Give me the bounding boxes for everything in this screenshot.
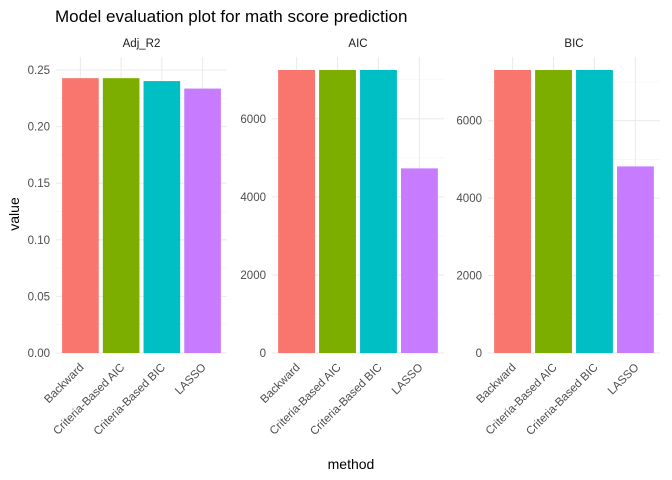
x-tick-label: LASSO	[173, 362, 209, 398]
bar-criteria-based-bic	[143, 81, 181, 353]
y-tick-label: 0.25	[28, 65, 50, 77]
bar-lasso	[184, 88, 221, 354]
facet-panels: Adj_R20.000.050.100.150.200.25BackwardCr…	[28, 38, 660, 438]
x-axis-title: method	[328, 456, 375, 472]
y-tick-label: 0.00	[28, 348, 50, 360]
facet-strip-label: Adj_R2	[123, 38, 161, 50]
y-tick-label: 6000	[240, 114, 266, 126]
y-tick-label: 4000	[456, 193, 482, 205]
bar-backward	[494, 70, 531, 353]
x-tick-label: Criteria-Based BIC	[92, 362, 168, 438]
x-tick-label: Criteria-Based AIC	[484, 362, 560, 438]
x-tick-label: Backward	[258, 362, 302, 406]
bar-criteria-based-aic	[535, 70, 572, 353]
x-tick-label: Criteria-Based AIC	[268, 362, 344, 438]
facet-panel-adj-r2: Adj_R20.000.050.100.150.200.25BackwardCr…	[28, 38, 227, 438]
x-tick-label: Criteria-Based BIC	[308, 362, 384, 438]
y-tick-label: 0	[260, 348, 266, 360]
y-tick-label: 0.10	[28, 235, 50, 247]
y-tick-label: 6000	[456, 116, 482, 128]
y-axis-title: value	[6, 197, 22, 231]
bar-criteria-based-aic	[319, 70, 356, 353]
bar-lasso	[401, 168, 438, 353]
bar-criteria-based-aic	[102, 78, 140, 354]
y-tick-label: 0	[476, 348, 482, 360]
chart-title: Model evaluation plot for math score pre…	[55, 7, 407, 26]
x-tick-label: Criteria-Based AIC	[51, 362, 127, 438]
bar-backward	[278, 70, 315, 353]
y-tick-label: 0.20	[28, 122, 50, 134]
y-tick-label: 4000	[240, 192, 266, 204]
y-tick-label: 2000	[240, 270, 266, 282]
bar-criteria-based-bic	[360, 70, 397, 353]
x-tick-label: LASSO	[390, 362, 426, 398]
bar-backward	[62, 78, 99, 354]
bar-criteria-based-bic	[576, 70, 613, 353]
facet-strip-label: BIC	[564, 38, 583, 50]
facet-strip-label: AIC	[348, 38, 367, 50]
y-tick-label: 0.05	[28, 291, 50, 303]
x-tick-label: LASSO	[606, 362, 642, 398]
x-tick-label: Backward	[474, 362, 518, 406]
x-tick-label: Criteria-Based BIC	[524, 362, 600, 438]
y-tick-label: 0.15	[28, 178, 50, 190]
bar-lasso	[617, 166, 654, 353]
y-tick-label: 2000	[456, 271, 482, 283]
